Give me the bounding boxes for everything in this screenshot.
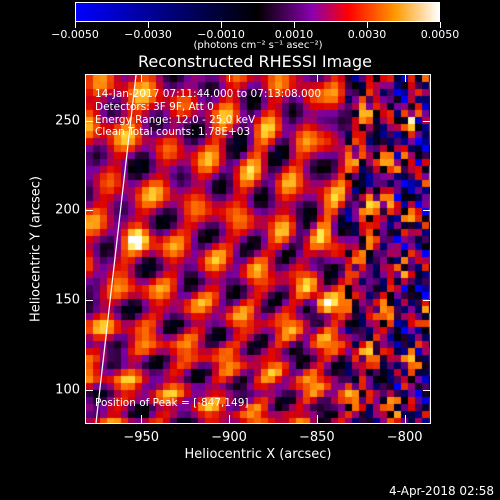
colorbar-tick: [221, 22, 222, 28]
energy-range-text: Energy Range: 12.0 - 25.0 keV: [95, 114, 256, 126]
colorbar-tick: [75, 22, 76, 28]
colorbar-tick: [440, 22, 441, 28]
peak-position-text: Position of Peak = [-847,149]: [95, 397, 249, 409]
y-axis-tick: [85, 120, 93, 122]
x-axis-title: Heliocentric X (arcsec): [184, 447, 332, 462]
y-axis-tick-right: [423, 120, 431, 122]
image-title: Reconstructed RHESSI Image: [138, 52, 372, 71]
x-axis-tick-top: [316, 74, 318, 82]
x-axis-tick: [316, 415, 318, 423]
detectors-text: Detectors: 3F 9F, Att 0: [95, 101, 214, 113]
y-axis-tick-right: [423, 389, 431, 391]
y-axis-tick-right: [423, 300, 431, 302]
x-axis-tick-top: [404, 74, 406, 82]
colorbar-tick: [367, 22, 368, 28]
colorbar-tick: [148, 22, 149, 28]
time-range-text: 14-Jan-2017 07:11:44.000 to 07:13:08.000: [95, 88, 322, 100]
y-axis-tick-label: 100: [55, 382, 80, 398]
colorbar-tick-label: 0.0010: [274, 28, 314, 41]
x-axis-tick-top: [229, 74, 231, 82]
colorbar: [75, 2, 440, 22]
y-axis-tick-right: [423, 210, 431, 212]
x-axis-tick-label: −950: [123, 430, 160, 445]
y-axis-title: Heliocentric Y (arcsec): [28, 176, 44, 322]
colorbar-tick-label: −0.0050: [51, 28, 99, 41]
x-axis-tick-label: −800: [386, 430, 423, 445]
x-axis-tick-label: −850: [298, 430, 335, 445]
colorbar-ticks: [75, 22, 441, 30]
colorbar-tick-label: 0.0030: [347, 28, 387, 41]
y-axis-tick: [85, 300, 93, 302]
y-axis-tick: [85, 210, 93, 212]
y-axis-tick-label: 250: [55, 113, 80, 129]
image-plot-area[interactable]: [85, 74, 431, 424]
x-axis-tick: [229, 415, 231, 423]
x-axis-tick: [404, 415, 406, 423]
colorbar-units: (photons cm⁻² s⁻¹ asec⁻²): [193, 40, 323, 51]
colorbar-tick-label: −0.0030: [124, 28, 172, 41]
y-axis-tick-label: 200: [55, 202, 80, 218]
solar-limb-line: [95, 75, 137, 423]
y-axis-tick-label: 150: [55, 292, 80, 308]
colorbar-tick-label: 0.0050: [420, 28, 460, 41]
solar-limb-path: [95, 75, 137, 423]
rhessi-map[interactable]: [86, 75, 430, 423]
clean-counts-text: Clean Total counts: 1.78E+03: [95, 126, 251, 138]
colorbar-tick: [294, 22, 295, 28]
x-axis-tick-top: [141, 74, 143, 82]
colorbar-tick-label: −0.0010: [197, 28, 245, 41]
plot-datestamp: 4-Apr-2018 02:58: [389, 484, 494, 498]
x-axis-tick-label: −900: [211, 430, 247, 445]
x-axis-tick: [141, 415, 143, 423]
y-axis-tick: [85, 389, 93, 391]
